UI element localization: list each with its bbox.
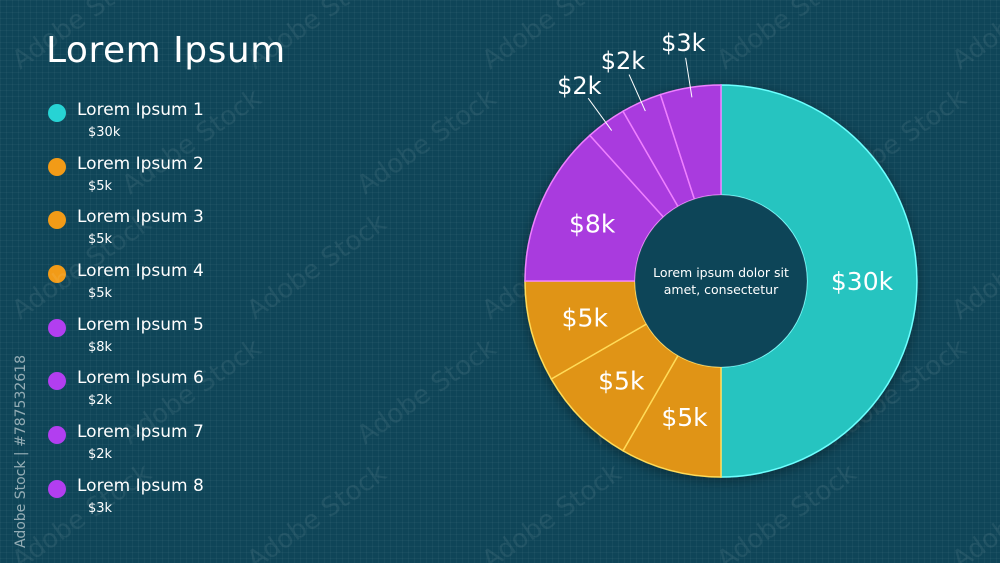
legend-label: Lorem Ipsum 8 (77, 475, 204, 496)
leader-line (685, 57, 693, 98)
watermark-text: Adobe Stock (242, 208, 392, 326)
watermark-text: Adobe Stock (117, 83, 267, 201)
chart-title: Lorem Ipsum (46, 30, 286, 71)
leader-line (587, 97, 613, 131)
slice-label: $2k (557, 72, 602, 100)
watermark-text: Adobe Stock (477, 458, 627, 563)
legend-value: $2k (88, 393, 113, 409)
watermark-text: Adobe Stock (352, 333, 502, 451)
leader-line (628, 74, 646, 112)
donut-slices (524, 84, 918, 478)
slice-label: $5k (562, 303, 609, 332)
legend-value: $3k (88, 500, 113, 516)
legend-swatch (48, 265, 66, 284)
legend-swatch (48, 372, 66, 391)
legend-swatch (48, 479, 66, 498)
watermark-text: Adobe Stock (7, 458, 157, 563)
legend-swatch (48, 104, 66, 122)
watermark-text: Adobe Stock (712, 0, 862, 76)
legend-swatch (48, 157, 66, 176)
center-text: Lorem ipsum dolor sit amet, consectetur (653, 265, 789, 297)
watermark-text: Adobe Stock (947, 0, 1000, 76)
legend-label: Lorem Ipsum 7 (77, 422, 204, 443)
leader-lines (587, 57, 693, 131)
watermark-text: Adobe Stock (242, 0, 392, 76)
legend-value: $5k (88, 286, 113, 302)
legend-label: Lorem Ipsum 3 (77, 207, 204, 228)
legend-value: $8k (88, 339, 113, 355)
legend-value: $5k (88, 178, 113, 194)
donut-center (634, 194, 808, 368)
legend-swatch (48, 318, 66, 337)
legend-label: Lorem Ipsum 5 (77, 314, 204, 335)
legend-value: $5k (88, 232, 113, 248)
legend-swatch (48, 426, 66, 445)
legend-label: Lorem Ipsum 6 (77, 368, 204, 389)
watermark-text: Adobe Stock (947, 458, 1000, 563)
legend-swatch (48, 211, 66, 230)
legend-label: Lorem Ipsum 1 (77, 100, 204, 120)
slice-label: $5k (661, 403, 708, 432)
legend-label: Lorem Ipsum 2 (77, 153, 204, 174)
watermark-text: Adobe Stock (7, 208, 157, 326)
watermark-text: Adobe Stock (352, 83, 502, 201)
slice-label: $2k (601, 47, 646, 75)
slice-label: $30k (831, 267, 894, 296)
watermark-text: Adobe Stock (7, 0, 157, 76)
watermark-text: Adobe Stock (947, 208, 1000, 326)
legend-value: $2k (88, 447, 113, 463)
watermark-text: Adobe Stock (117, 333, 267, 451)
watermark-text: Adobe Stock (242, 458, 392, 563)
slice-label: $8k (569, 210, 616, 239)
slice-label: $3k (661, 29, 706, 57)
legend-value: $30k (88, 125, 121, 140)
legend-label: Lorem Ipsum 4 (77, 261, 204, 282)
slice-label: $5k (598, 367, 645, 396)
slice-labels: $30k $5k $5k $5k $8k $2k$2k $3k (557, 29, 893, 432)
